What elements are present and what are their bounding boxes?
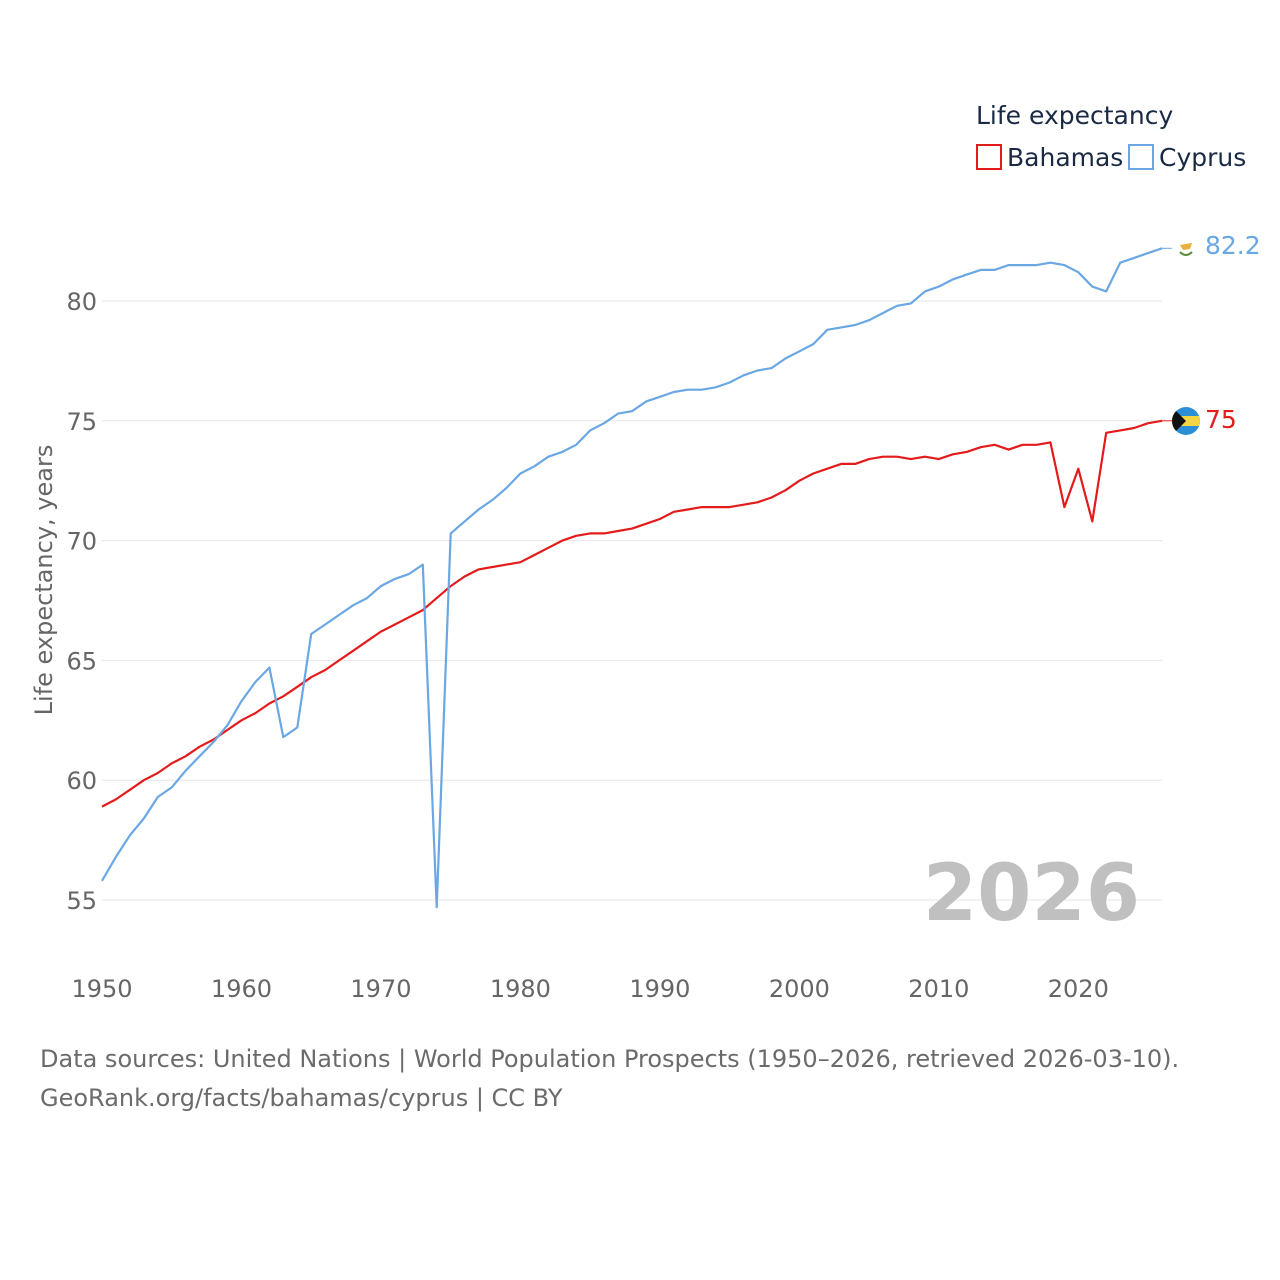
y-tick-label-65: 65 bbox=[66, 647, 97, 675]
cyprus-end-label: 82.2 bbox=[1205, 231, 1261, 260]
x-tick-label-1990: 1990 bbox=[629, 975, 690, 1003]
y-axis-title: Life expectancy, years bbox=[30, 445, 58, 716]
x-tick-label-2010: 2010 bbox=[908, 975, 969, 1003]
series-lines bbox=[101, 247, 1172, 909]
y-tick-label-70: 70 bbox=[66, 528, 97, 556]
series-line-bahamas[interactable] bbox=[101, 419, 1163, 808]
y-tick-label-80: 80 bbox=[66, 288, 97, 316]
x-tick-label-1980: 1980 bbox=[490, 975, 551, 1003]
cyprus-flag-icon bbox=[1177, 239, 1195, 257]
series-line-cyprus[interactable] bbox=[101, 247, 1163, 909]
bahamas-end-label: 75 bbox=[1205, 405, 1237, 434]
y-axis-ticks: 55 60 65 70 75 80 bbox=[66, 288, 97, 915]
x-tick-label-1960: 1960 bbox=[211, 975, 272, 1003]
y-tick-label-55: 55 bbox=[66, 887, 97, 915]
y-tick-label-60: 60 bbox=[66, 767, 97, 795]
legend-label-bahamas: Bahamas bbox=[1007, 143, 1123, 172]
legend-item-cyprus[interactable]: Cyprus bbox=[1128, 143, 1246, 172]
bahamas-flag-icon bbox=[1172, 407, 1200, 435]
legend-swatch-cyprus bbox=[1128, 144, 1154, 170]
x-tick-label-1970: 1970 bbox=[350, 975, 411, 1003]
x-tick-label-1950: 1950 bbox=[71, 975, 132, 1003]
gridlines bbox=[102, 300, 1162, 901]
credit-link[interactable]: GeoRank.org/facts/bahamas/cyprus | CC BY bbox=[40, 1084, 563, 1112]
x-tick-label-2020: 2020 bbox=[1048, 975, 1109, 1003]
legend: Life expectancy Bahamas Cyprus bbox=[976, 101, 1246, 172]
data-source-note: Data sources: United Nations | World Pop… bbox=[40, 1045, 1180, 1073]
y-tick-label-75: 75 bbox=[66, 408, 97, 436]
x-tick-label-2000: 2000 bbox=[769, 975, 830, 1003]
legend-item-bahamas[interactable]: Bahamas bbox=[976, 143, 1123, 172]
legend-title: Life expectancy bbox=[976, 101, 1173, 130]
x-axis-ticks: 1950 1960 1970 1980 1990 2000 2010 2020 bbox=[71, 975, 1108, 1003]
year-watermark: 2026 bbox=[923, 849, 1140, 939]
legend-label-cyprus: Cyprus bbox=[1159, 143, 1246, 172]
legend-swatch-bahamas bbox=[976, 144, 1002, 170]
